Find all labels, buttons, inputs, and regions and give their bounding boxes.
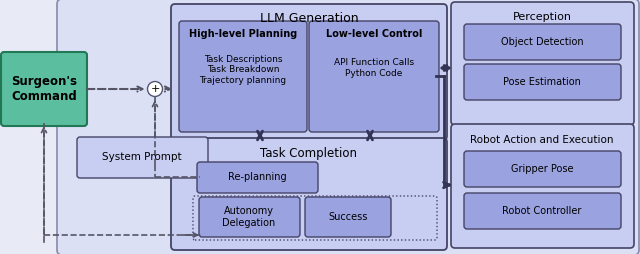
Text: Perception: Perception <box>513 12 572 22</box>
FancyBboxPatch shape <box>464 151 621 187</box>
FancyBboxPatch shape <box>464 193 621 229</box>
Text: Robot Action and Execution: Robot Action and Execution <box>470 135 614 145</box>
FancyBboxPatch shape <box>171 4 447 140</box>
Circle shape <box>147 82 163 97</box>
FancyBboxPatch shape <box>451 124 634 248</box>
FancyBboxPatch shape <box>179 21 307 132</box>
FancyBboxPatch shape <box>305 197 391 237</box>
Text: Gripper Pose: Gripper Pose <box>511 164 573 174</box>
Text: Object Detection: Object Detection <box>500 37 583 47</box>
Text: Low-level Control: Low-level Control <box>326 29 422 39</box>
Text: Pose Estimation: Pose Estimation <box>503 77 581 87</box>
FancyBboxPatch shape <box>1 52 87 126</box>
Text: System Prompt: System Prompt <box>102 152 182 162</box>
FancyBboxPatch shape <box>57 0 639 254</box>
Text: +: + <box>150 84 160 94</box>
FancyBboxPatch shape <box>451 2 634 125</box>
Text: Task Descriptions
Task Breakdown
Trajectory planning: Task Descriptions Task Breakdown Traject… <box>200 55 287 85</box>
FancyBboxPatch shape <box>199 197 300 237</box>
Text: Robot Controller: Robot Controller <box>502 206 582 216</box>
FancyBboxPatch shape <box>171 138 447 250</box>
Text: API Function Calls
Python Code: API Function Calls Python Code <box>334 58 414 78</box>
FancyBboxPatch shape <box>309 21 439 132</box>
FancyBboxPatch shape <box>197 162 318 193</box>
Text: Task Completion: Task Completion <box>260 147 358 160</box>
Text: Autonomy
Delegation: Autonomy Delegation <box>222 206 276 228</box>
Text: High-level Planning: High-level Planning <box>189 29 297 39</box>
Text: Re-planning: Re-planning <box>228 172 286 182</box>
Text: Success: Success <box>328 212 368 222</box>
FancyBboxPatch shape <box>464 24 621 60</box>
FancyBboxPatch shape <box>77 137 208 178</box>
Text: LLM Generation: LLM Generation <box>260 11 358 24</box>
FancyBboxPatch shape <box>464 64 621 100</box>
Text: Surgeon's
Command: Surgeon's Command <box>11 75 77 103</box>
